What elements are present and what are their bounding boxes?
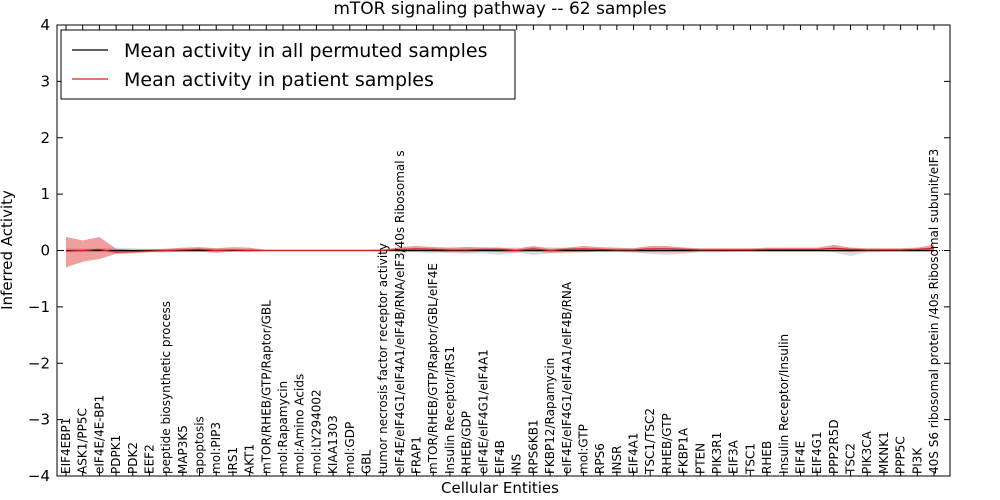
y-tick-label: −2	[28, 354, 50, 372]
legend-label-permuted: Mean activity in all permuted samples	[124, 40, 487, 62]
y-tick-label: 4	[40, 16, 50, 34]
x-tick-label: eIF4E/eIF4G1/eIF4A1/eIF4B/RNA	[560, 281, 574, 474]
y-axis: 4 3 2 1 0 −1 −2 −3 −4	[28, 16, 950, 485]
x-tick-label: PTEN	[693, 443, 707, 474]
x-tick-label: PDPK1	[109, 435, 123, 474]
y-tick-label: 2	[40, 129, 50, 147]
x-tick-label: INS	[510, 454, 524, 474]
x-tick-label: mTOR/RHEB/GTP/Raptor/GBL	[259, 300, 273, 474]
x-tick-label: mol:LY294002	[309, 389, 323, 474]
series-lines	[65, 247, 935, 253]
x-tick-label: 40S S6 ribosomal protein /40s Ribosomal …	[927, 149, 941, 474]
x-tick-label: PDK2	[126, 442, 140, 474]
x-tick-label: Insulin Receptor/IRS1	[443, 346, 457, 474]
legend-box	[60, 29, 516, 100]
x-tick-label: EIF4E	[793, 441, 807, 474]
x-tick-label: mol:PIP3	[209, 422, 223, 474]
x-tick-label: PPP2R5D	[827, 419, 841, 474]
x-tick-label: RPS6	[593, 443, 607, 474]
x-tick-label: Insulin Receptor/Insulin	[777, 334, 791, 474]
y-tick-label: −3	[28, 411, 50, 429]
legend: Mean activity in all permuted samples Me…	[60, 29, 516, 100]
x-tick-label: EIF4B	[493, 440, 507, 474]
x-tick-label: TSC1	[743, 443, 757, 475]
y-tick-label: 1	[40, 185, 50, 203]
x-tick-label: eIF4E/eIF4G1/eIF4A1/eIF4B/RNA/eIF3/40s R…	[393, 150, 407, 474]
x-tick-label: RHEB/GDP	[460, 411, 474, 474]
x-tick-label: EIF4G1	[810, 431, 824, 474]
y-tick-label: −4	[28, 467, 50, 485]
x-axis: EIF4EBP1 ASK1/PP5C eIF4E/4E-BP1 PDPK1 PDK2 EE…	[59, 25, 941, 476]
x-tick-label: mol:Amino Acids	[293, 374, 307, 474]
x-tick-label: PIK3CA	[860, 430, 874, 474]
x-tick-label: FKBP1A	[677, 427, 691, 474]
x-tick-label: GBL	[359, 449, 373, 474]
x-tick-label: AKT1	[243, 444, 257, 474]
x-tick-label: MKNK1	[877, 431, 891, 474]
y-tick-label: 0	[40, 242, 50, 260]
y-tick-label: 3	[40, 72, 50, 90]
x-tick-label: EIF4EBP1	[59, 418, 73, 474]
x-tick-label: mol:Rapamycin	[276, 381, 290, 474]
x-tick-label: EIF4A1	[627, 432, 641, 474]
x-axis-label: Cellular Entities	[441, 479, 559, 497]
x-tick-label: ASK1/PP5C	[76, 408, 90, 474]
x-tick-label: eIF4E/4E-BP1	[92, 395, 106, 474]
legend-label-patient: Mean activity in patient samples	[124, 69, 434, 91]
x-tick-label: mTOR/RHEB/GTP/Raptor/GBL/eIF4E	[426, 263, 440, 474]
y-axis-label: Inferred Activity	[0, 190, 16, 310]
x-tick-label: TSC2	[844, 443, 858, 475]
series-band-1	[66, 236, 934, 268]
x-tick-label: apoptosis	[193, 416, 207, 474]
x-tick-label: INSR	[610, 446, 624, 474]
x-tick-label: PPP5C	[894, 436, 908, 474]
plot-area: 4 3 2 1 0 −1 −2 −3 −4 EIF4EBP1 ASK1/PP5C eIF4E/4E-…	[28, 16, 951, 485]
x-tick-label: PI3K	[910, 447, 924, 474]
x-tick-label: MAP3K5	[176, 425, 190, 474]
chart-title: mTOR signaling pathway -- 62 samples	[333, 0, 666, 19]
x-tick-label: TSC1/TSC2	[643, 408, 657, 475]
x-tick-label: FKBP12/Rapamycin	[543, 358, 557, 474]
x-tick-label: eIF4E/eIF4G1/eIF4A1	[476, 349, 490, 474]
x-tick-label: PIK3R1	[710, 432, 724, 474]
x-tick-label: KIAA1303	[326, 415, 340, 474]
x-tick-label: RHEB/GTP	[660, 413, 674, 474]
x-tick-label: RPS6KB1	[526, 419, 540, 474]
x-tick-label: tumor necrosis factor receptor activity	[376, 243, 390, 474]
x-tick-label: peptide biosynthetic process	[159, 301, 173, 474]
x-tick-label: mol:GTP	[576, 424, 590, 474]
x-tick-label: EEF2	[142, 444, 156, 474]
x-tick-label: mol:GDP	[343, 422, 357, 474]
x-tick-label: RHEB	[760, 441, 774, 474]
x-tick-label: IRS1	[226, 447, 240, 474]
x-tick-label: EIF3A	[727, 439, 741, 474]
x-tick-label: FRAP1	[410, 436, 424, 474]
y-tick-label: −1	[28, 298, 50, 316]
series-line-1	[65, 247, 935, 253]
